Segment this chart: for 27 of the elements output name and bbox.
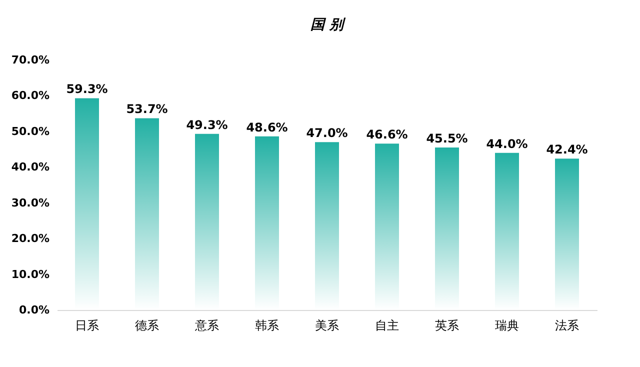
data-label: 49.3% [186,118,228,132]
data-label: 59.3% [66,82,108,96]
x-tick-label: 德系 [135,318,159,332]
x-tick-label: 韩系 [255,318,279,332]
x-tick-label: 英系 [435,318,459,332]
y-tick-label: 10.0% [11,268,50,281]
data-label: 48.6% [246,120,288,134]
x-tick-label: 日系 [75,318,99,332]
y-tick-label: 50.0% [11,124,50,138]
data-label: 44.0% [486,136,528,151]
y-tick-label: 0.0% [18,304,50,316]
x-tick-label: 意系 [194,318,219,332]
y-tick-label: 30.0% [11,196,50,210]
data-label: 46.6% [366,128,408,142]
x-tick-label: 美系 [315,318,339,332]
x-tick-label: 瑞典 [495,318,519,332]
x-tick-label: 法系 [555,318,579,332]
y-tick-label: 70.0% [11,54,50,66]
y-tick-label: 20.0% [11,232,50,246]
chart-title: 国 别 [310,17,346,33]
data-label: 45.5% [426,132,468,146]
data-label: 47.0% [306,126,348,140]
data-label: 53.7% [126,102,168,116]
x-tick-label: 自主 [375,318,399,332]
data-label: 42.4% [546,142,588,157]
y-tick-label: 40.0% [11,160,50,174]
y-tick-label: 60.0% [11,89,50,102]
